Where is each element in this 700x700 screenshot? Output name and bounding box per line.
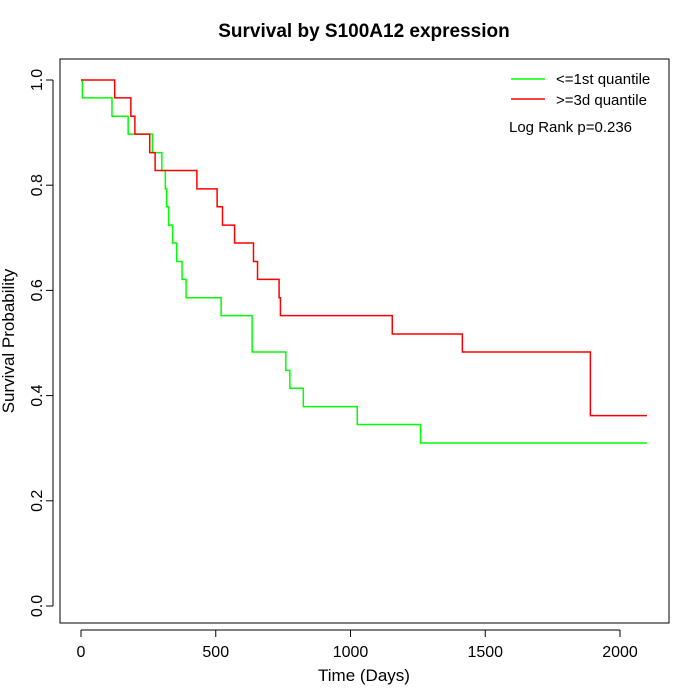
survival-curve-series-2 xyxy=(81,79,647,417)
x-tick-label: 1500 xyxy=(467,644,503,661)
y-axis: 0.0 0.2 0.4 0.6 0.8 1.0 xyxy=(29,69,54,617)
y-tick-label: 0.0 xyxy=(29,595,46,617)
legend-label-series-1: <=1st quantile xyxy=(556,71,650,88)
series-layer xyxy=(81,79,647,444)
y-tick-label: 0.6 xyxy=(29,279,46,301)
plot-box xyxy=(59,58,670,624)
legend-label-series-2: >=3d quantile xyxy=(556,92,647,109)
x-axis: 0 500 1000 1500 2000 xyxy=(77,629,638,661)
chart-title: Survival by S100A12 expression xyxy=(218,21,510,42)
x-tick-label: 0 xyxy=(77,644,86,661)
y-tick-label: 0.2 xyxy=(29,490,46,512)
y-tick-label: 0.8 xyxy=(29,174,46,196)
x-axis-label: Time (Days) xyxy=(318,666,410,685)
x-tick-label: 1000 xyxy=(333,644,369,661)
x-tick-label: 2000 xyxy=(602,644,638,661)
legend: <=1st quantile >=3d quantile xyxy=(511,71,650,109)
y-tick-label: 1.0 xyxy=(29,69,46,91)
log-rank-annotation: Log Rank p=0.236 xyxy=(509,119,632,136)
x-tick-label: 500 xyxy=(202,644,229,661)
y-axis-label: Survival Probability xyxy=(0,268,18,413)
y-tick-label: 0.4 xyxy=(29,384,46,406)
